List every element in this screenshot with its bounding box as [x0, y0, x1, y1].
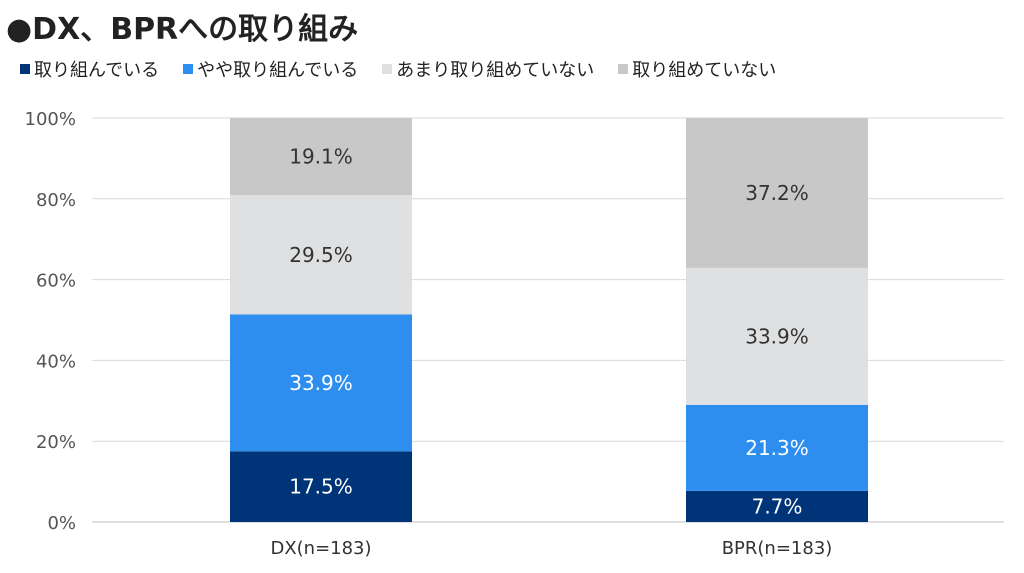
data-label-1-2: 33.9%	[289, 371, 353, 395]
bar-segment-1-2	[230, 314, 412, 452]
legend-item-2: やや取り組んでいる	[183, 56, 358, 82]
y-tick-label-80pct: 80%	[36, 190, 76, 211]
legend-item-3: あまり取り組めていない	[382, 56, 594, 82]
bar-segment-2-4	[686, 118, 868, 268]
data-label-1-3: 29.5%	[289, 243, 353, 267]
legend-item-4: 取り組めていない	[618, 56, 776, 82]
bar-segment-1-4	[230, 118, 412, 196]
bar-segment-2-1	[686, 490, 868, 522]
legend-swatch-3	[382, 64, 393, 74]
bar-segment-2-2	[686, 404, 868, 491]
bar-segment-1-3	[230, 195, 412, 315]
data-label-1-4: 19.1%	[289, 145, 353, 169]
chart-title: ●DX、BPRへの取り組み	[6, 12, 359, 47]
category-label-2: BPR(n=183)	[722, 538, 833, 559]
data-label-1-1: 17.5%	[289, 475, 353, 499]
y-tick-label-60pct: 60%	[36, 271, 76, 292]
bar-segment-1-1	[230, 451, 412, 522]
legend-label-3: あまり取り組めていない	[396, 60, 595, 81]
legend-label-2: やや取り組んでいる	[197, 60, 359, 81]
y-tick-label-20pct: 20%	[36, 432, 76, 453]
legend: 取り組んでいる やや取り組んでいる あまり取り組めていない 取り組めていない	[20, 56, 776, 82]
data-label-2-3: 33.9%	[745, 324, 809, 348]
legend-swatch-4	[618, 64, 629, 74]
legend-swatch-2	[183, 64, 194, 74]
legend-item-1: 取り組んでいる	[20, 56, 159, 82]
y-tick-label-40pct: 40%	[36, 351, 76, 372]
y-tick-label-0pct: 0%	[47, 513, 76, 534]
data-label-2-4: 37.2%	[745, 181, 809, 205]
data-label-2-1: 7.7%	[752, 494, 803, 518]
y-tick-label-100pct: 100%	[25, 109, 76, 130]
legend-label-4: 取り組めていない	[632, 60, 777, 81]
data-label-2-2: 21.3%	[745, 436, 809, 460]
legend-label-1: 取り組んでいる	[34, 60, 160, 81]
bar-segment-2-3	[686, 267, 868, 405]
category-label-1: DX(n=183)	[270, 538, 371, 559]
legend-swatch-1	[20, 64, 30, 74]
